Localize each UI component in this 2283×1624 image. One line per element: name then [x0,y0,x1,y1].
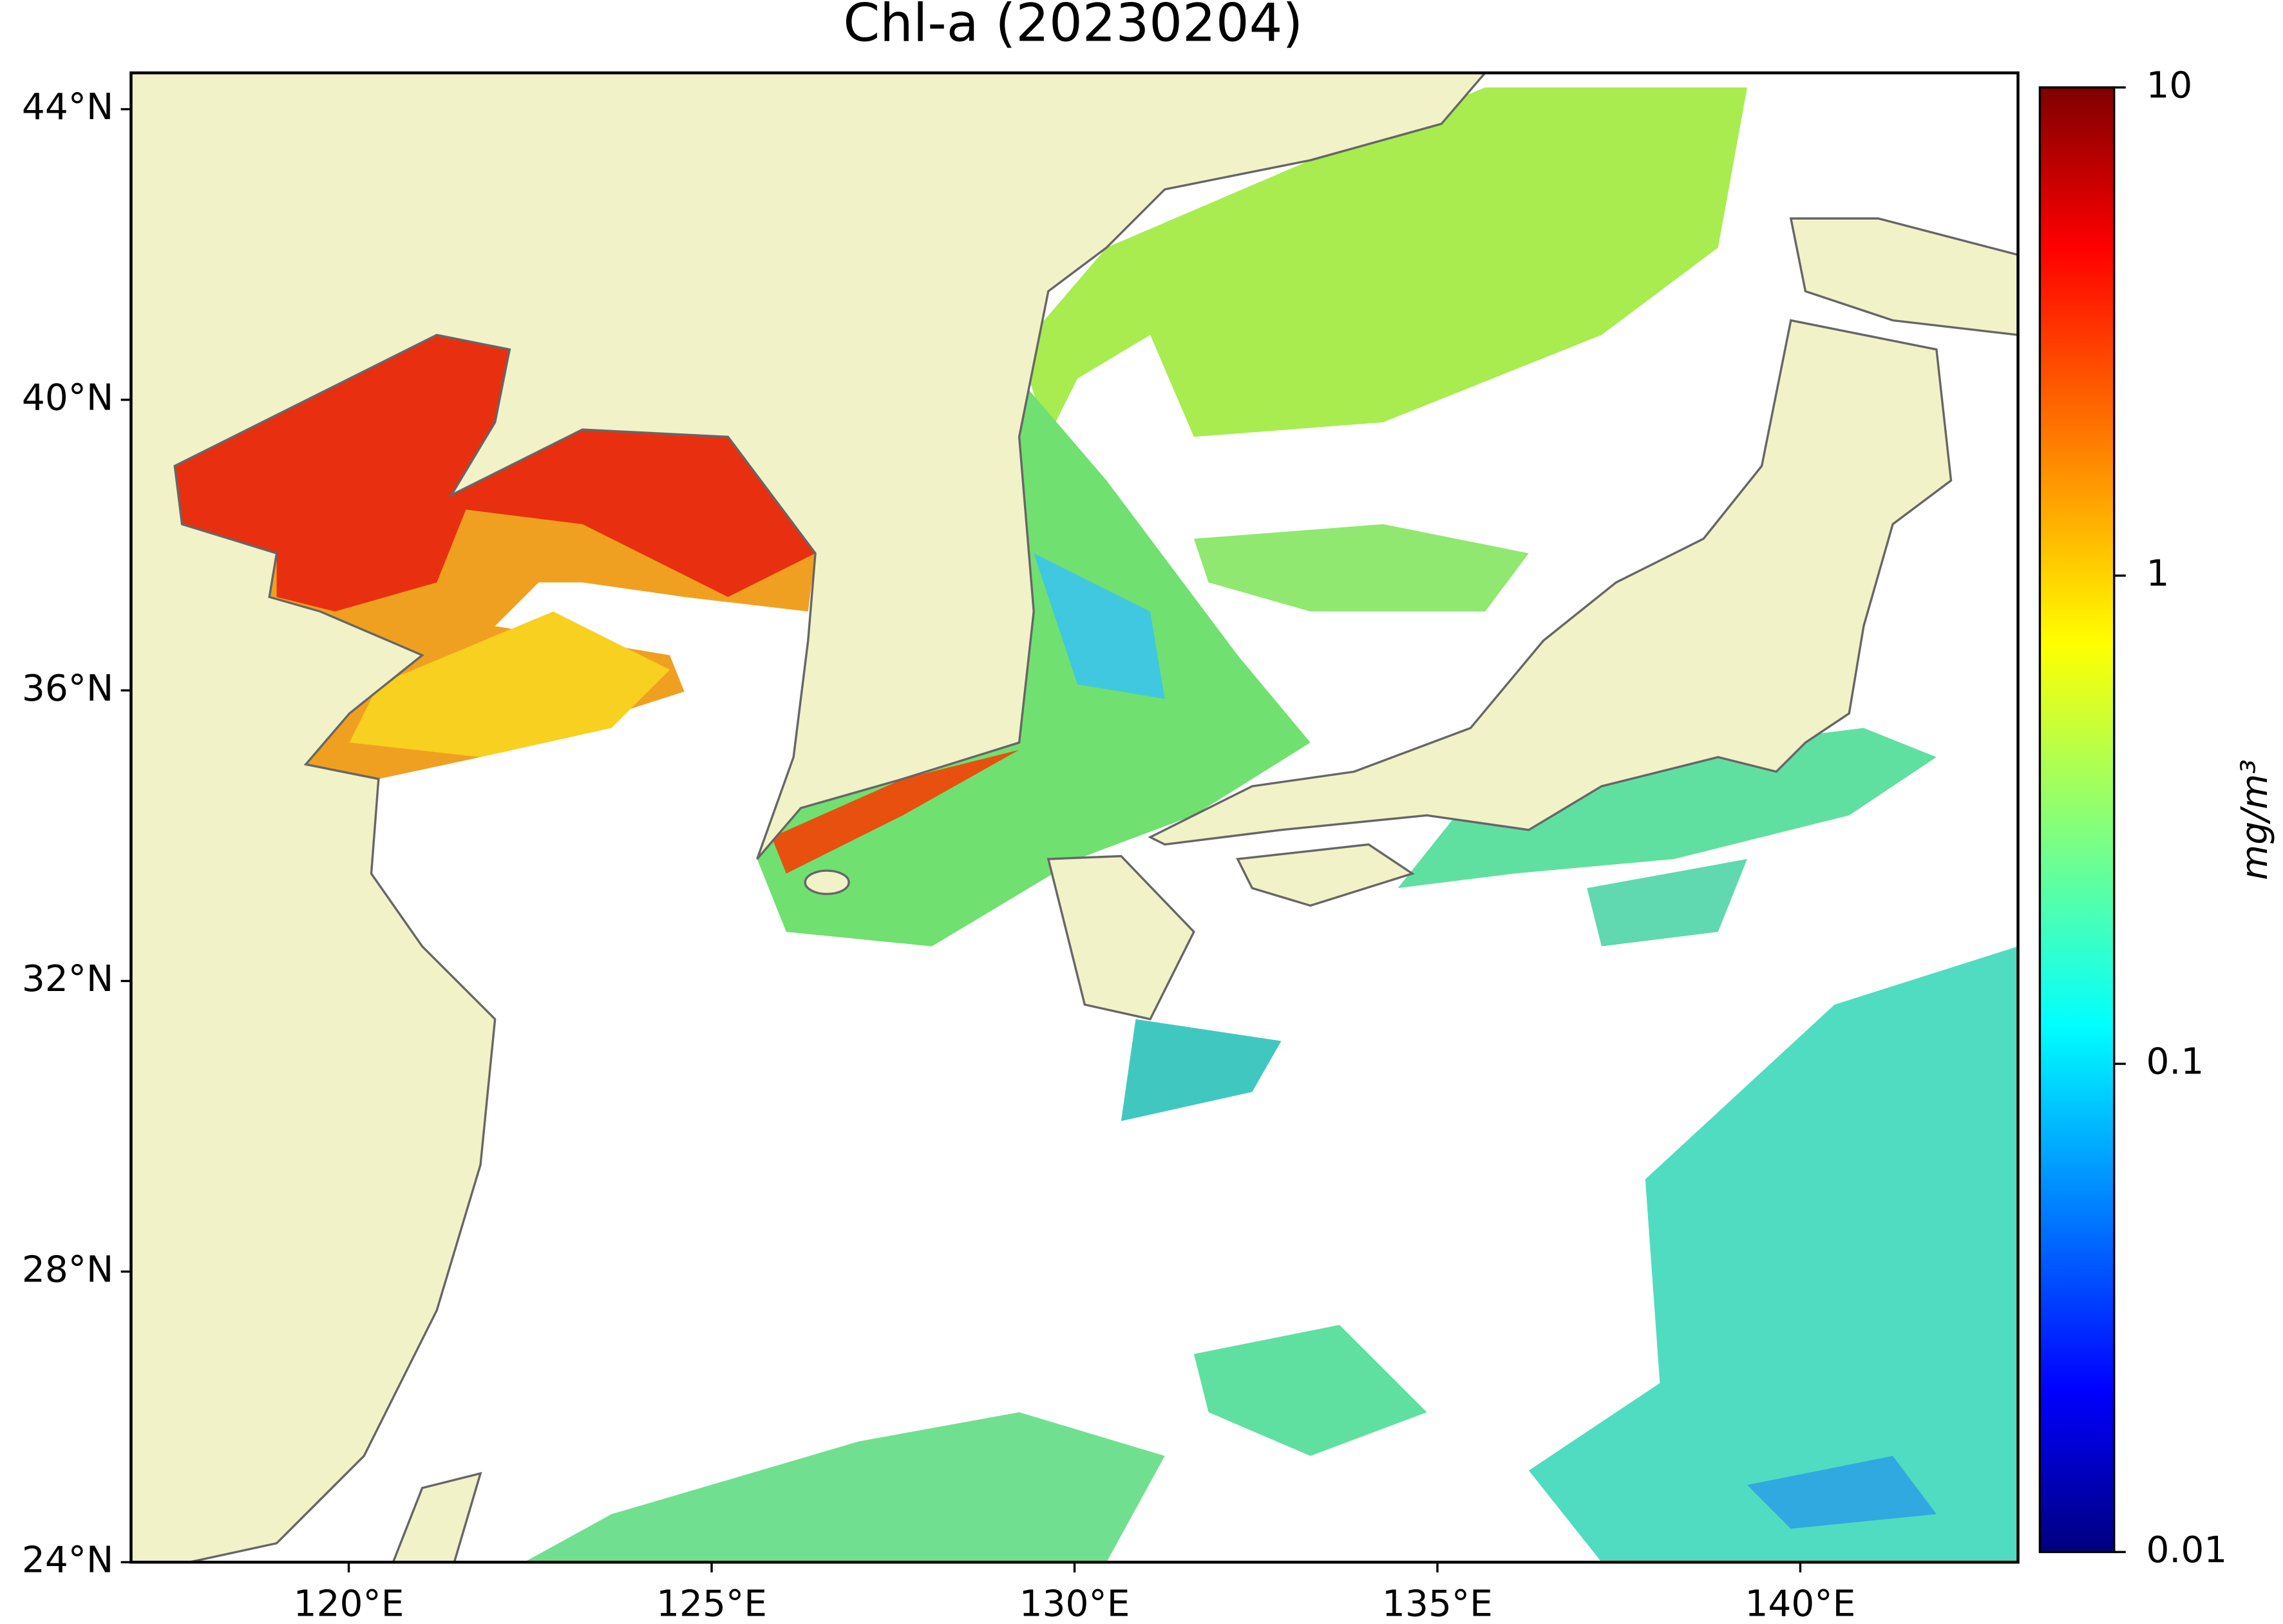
chl-patch [1193,524,1529,612]
land-taiwan [392,1471,482,1563]
land-jeju [804,869,850,895]
chl-patch [1193,1325,1427,1456]
x-tick-label: 125°E [656,1583,767,1624]
colorbar-tick-label: 0.1 [2146,1041,2204,1083]
chl-low-patch [1034,553,1165,699]
chl-open-ocean [1528,946,2018,1563]
chl-patch [1587,859,1748,947]
chart-title: Chl-a (20230204) [843,0,1303,53]
map-layers [131,73,2018,1563]
colorbar-tick-label: 1 [2146,553,2169,595]
colorbar-tick-label: 10 [2146,64,2192,106]
y-tick-label: 36°N [22,668,113,710]
x-tick-label: 140°E [1745,1583,1856,1624]
chl-low-patch [1747,1455,1937,1529]
land-asia [131,73,1487,1563]
colorbar-tick-label: 0.01 [2146,1529,2227,1571]
land-honshu [1148,319,1953,846]
chl-yellow-patch [349,611,670,757]
y-tick-label: 44°N [22,86,113,128]
y-tick-label: 32°N [22,958,113,1000]
land-kyushu [1047,854,1195,1021]
x-tick-label: 120°E [294,1583,404,1624]
chl-korea-coast [772,750,1019,874]
chl-pacific-coast [1397,728,1937,889]
y-tick-label: 28°N [22,1249,113,1290]
land-shikoku [1236,843,1415,907]
y-tick-label: 24°N [22,1540,113,1582]
colorbar [2038,86,2116,1553]
land-hokkaido [1789,217,2018,336]
chl-patch [524,1412,1165,1563]
chl-patch [1121,1019,1282,1121]
chl-east-sea [1019,87,1748,437]
x-tick-label: 130°E [1019,1583,1130,1624]
y-tick-label: 40°N [22,377,113,419]
colorbar-label: mg/m³ [2234,759,2276,880]
x-tick-label: 135°E [1382,1583,1493,1624]
